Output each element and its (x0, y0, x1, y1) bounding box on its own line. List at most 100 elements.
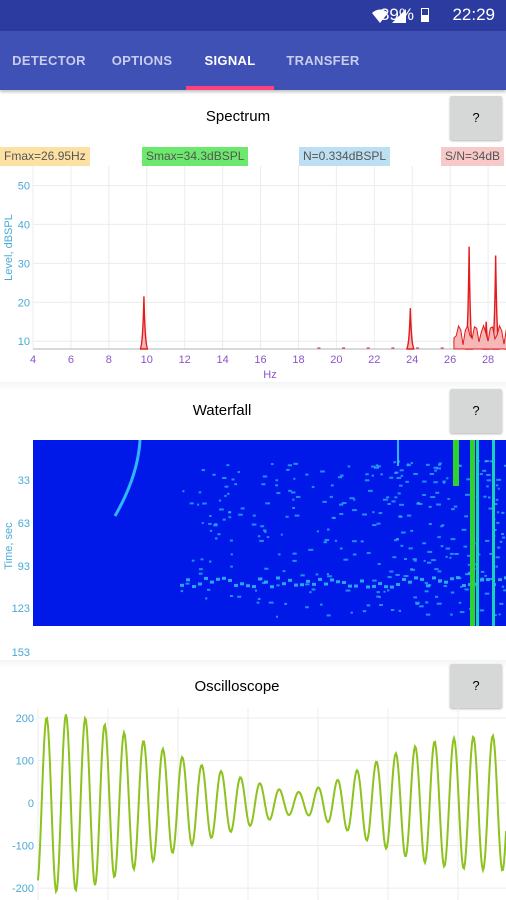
waterfall-speck (406, 514, 412, 517)
waterfall-speck (257, 535, 261, 538)
waterfall-speck (222, 476, 227, 479)
spectrum-help-button[interactable]: ? (450, 96, 502, 140)
waterfall-speck (246, 584, 250, 588)
waterfall-speck (399, 503, 404, 506)
waterfall-speck (494, 503, 498, 506)
waterfall-speck (360, 540, 364, 543)
waterfall-trace (113, 439, 142, 517)
waterfall-speck (438, 463, 441, 466)
signal-icon (392, 9, 406, 23)
waterfall-speck (426, 561, 432, 564)
waterfall-speck (275, 484, 279, 487)
waterfall-speck (435, 491, 440, 494)
waterfall-speck (264, 580, 268, 584)
waterfall-help-button[interactable]: ? (450, 389, 502, 433)
waterfall-speck (397, 492, 401, 495)
oscilloscope-trace (37, 714, 506, 895)
waterfall-speck (442, 480, 446, 483)
divider (0, 382, 506, 390)
waterfall-speck (345, 589, 351, 592)
waterfall-speck (368, 489, 373, 492)
waterfall-speck (288, 489, 292, 492)
waterfall-speck (424, 590, 429, 593)
tab-options[interactable]: OPTIONS (111, 53, 173, 68)
waterfall-speck (450, 508, 455, 511)
waterfall-speck (311, 588, 316, 591)
waterfall-speck (258, 577, 262, 581)
waterfall-speck (440, 525, 443, 528)
waterfall-speck (378, 512, 383, 515)
waterfall-speck (352, 509, 357, 512)
y-tick-label: 93 (18, 561, 30, 573)
oscilloscope-help-button[interactable]: ? (450, 664, 502, 708)
waterfall-speck (256, 601, 260, 604)
waterfall-speck (384, 585, 388, 589)
waterfall-speck (461, 528, 467, 531)
y-tick-label: 123 (12, 603, 30, 615)
waterfall-speck (485, 539, 490, 542)
x-tick-label: 20 (330, 354, 342, 366)
tab-detector[interactable]: DETECTOR (12, 53, 86, 68)
waterfall-speck (459, 611, 465, 614)
waterfall-speck (339, 547, 343, 550)
tab-transfer[interactable]: TRANSFER (286, 53, 360, 68)
clock: 22:29 (452, 5, 495, 24)
waterfall-speck (209, 560, 212, 563)
waterfall-speck (237, 471, 240, 474)
waterfall-line (397, 440, 399, 466)
tab-signal[interactable]: SIGNAL (204, 53, 256, 68)
waterfall-speck (352, 553, 357, 556)
waterfall-speck (433, 481, 438, 484)
waterfall-speck (216, 577, 220, 581)
waterfall-speck (234, 483, 238, 486)
waterfall-speck (376, 595, 380, 598)
waterfall-speck (316, 530, 319, 533)
waterfall-speck (400, 531, 406, 534)
waterfall-speck (387, 502, 391, 505)
waterfall-speck (278, 553, 281, 556)
waterfall-speck (502, 536, 506, 539)
waterfall-speck (425, 463, 430, 466)
waterfall-speck (186, 578, 190, 582)
waterfall-speck (292, 559, 297, 562)
waterfall-speck (284, 602, 288, 605)
y-axis-label: Level, dBSPL (3, 214, 15, 281)
waterfall-speck (214, 523, 218, 526)
waterfall-speck (329, 495, 333, 498)
waterfall-speck (467, 554, 472, 557)
y-tick-label: -100 (12, 841, 34, 853)
waterfall-speck (222, 518, 226, 521)
waterfall-speck (464, 588, 469, 591)
waterfall-speck (360, 579, 364, 583)
waterfall-speck (276, 492, 281, 495)
waterfall-speck (504, 576, 506, 580)
x-tick-label: 28 (482, 354, 494, 366)
waterfall-speck (437, 570, 442, 573)
waterfall-speck (428, 522, 432, 525)
waterfall-speck (305, 606, 309, 609)
waterfall-speck (463, 545, 468, 548)
waterfall-speck (198, 572, 203, 575)
waterfall-speck (334, 539, 338, 542)
waterfall-line (492, 440, 495, 626)
waterfall-speck (445, 555, 448, 558)
waterfall-speck (372, 511, 375, 514)
x-tick-label: 8 (106, 354, 112, 366)
waterfall-speck (422, 480, 427, 483)
waterfall-speck (464, 515, 469, 518)
waterfall-speck (264, 567, 269, 570)
waterfall-speck (434, 568, 439, 571)
waterfall-speck (372, 579, 377, 582)
snr-label: S/N=34dB (441, 147, 505, 166)
waterfall-speck (362, 513, 368, 516)
waterfall-speck (180, 590, 184, 593)
waterfall-speck (312, 582, 316, 586)
waterfall-speck (337, 476, 343, 479)
waterfall-speck (372, 584, 376, 588)
waterfall-speck (228, 511, 232, 514)
waterfall-speck (309, 591, 312, 594)
waterfall-speck (486, 479, 492, 482)
waterfall-speck (419, 605, 424, 608)
x-tick-label: 6 (68, 354, 74, 366)
waterfall-speck (403, 575, 409, 578)
